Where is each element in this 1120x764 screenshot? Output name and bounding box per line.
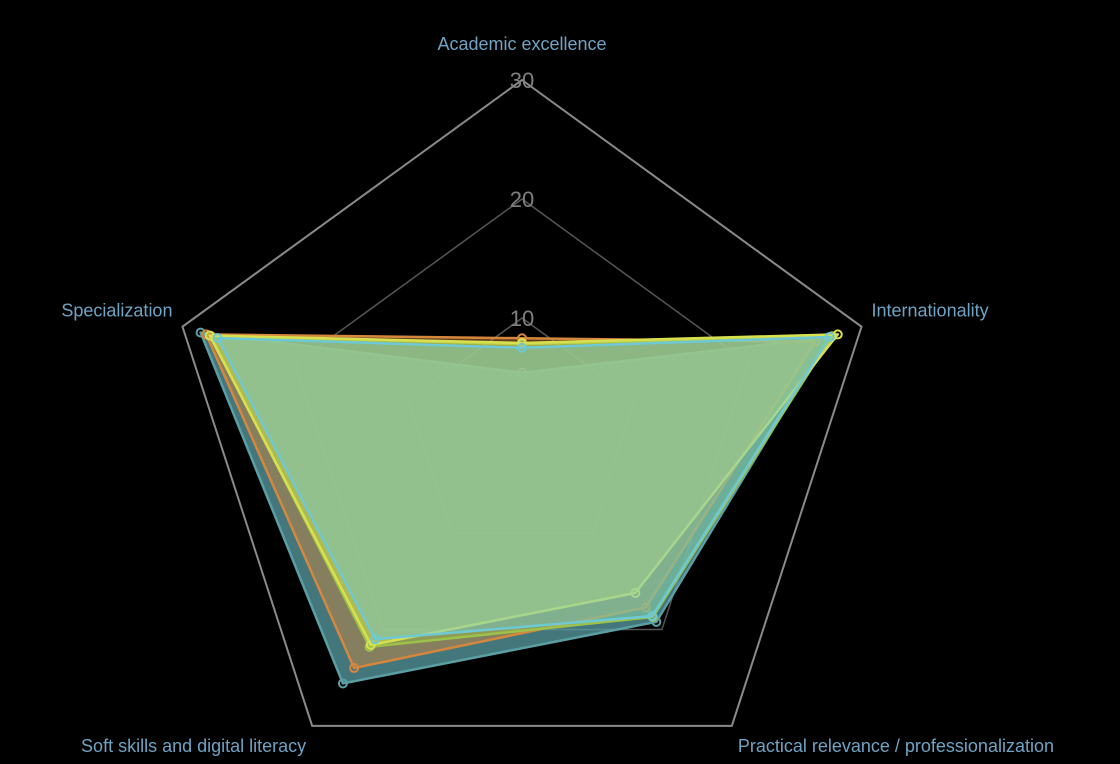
series-1-point-4[interactable] [337, 678, 348, 689]
series-2-point-3[interactable] [640, 602, 651, 613]
series-1-point-1[interactable] [517, 367, 527, 378]
axis-label-3: Practical relevance / professionalizatio… [738, 736, 1054, 756]
series-2 [201, 329, 821, 674]
axis-labels: Academic excellence Internationality Pract… [61, 34, 1054, 756]
series-4-point-3[interactable] [630, 587, 641, 598]
series-5 [212, 331, 835, 645]
series-2-area [204, 333, 817, 670]
series-5-point-2[interactable] [824, 331, 835, 342]
series-5-area [216, 335, 832, 641]
axis-label-2: Internationality [872, 301, 989, 321]
axis-label-5: Specialization [61, 301, 172, 321]
tick-label-20: 20 [510, 187, 534, 212]
series-1-point-5[interactable] [195, 327, 206, 338]
series-5-point-3[interactable] [647, 611, 658, 622]
tick-label-30: 30 [510, 68, 534, 93]
tick-labels: 10 20 30 [510, 68, 534, 331]
series-layer [195, 327, 843, 689]
tick-label-10: 10 [510, 306, 534, 331]
axis-label-4: Soft skills and digital literacy [81, 736, 306, 756]
grid-ring-30 [181, 78, 863, 727]
series-5-point-4[interactable] [370, 634, 381, 645]
series-5-point-5[interactable] [212, 333, 223, 344]
series-2-point-4[interactable] [349, 663, 360, 674]
series-4-area [208, 333, 840, 647]
series-5-point-1[interactable] [517, 342, 527, 353]
axis-label-1: Academic excellence [437, 34, 606, 54]
